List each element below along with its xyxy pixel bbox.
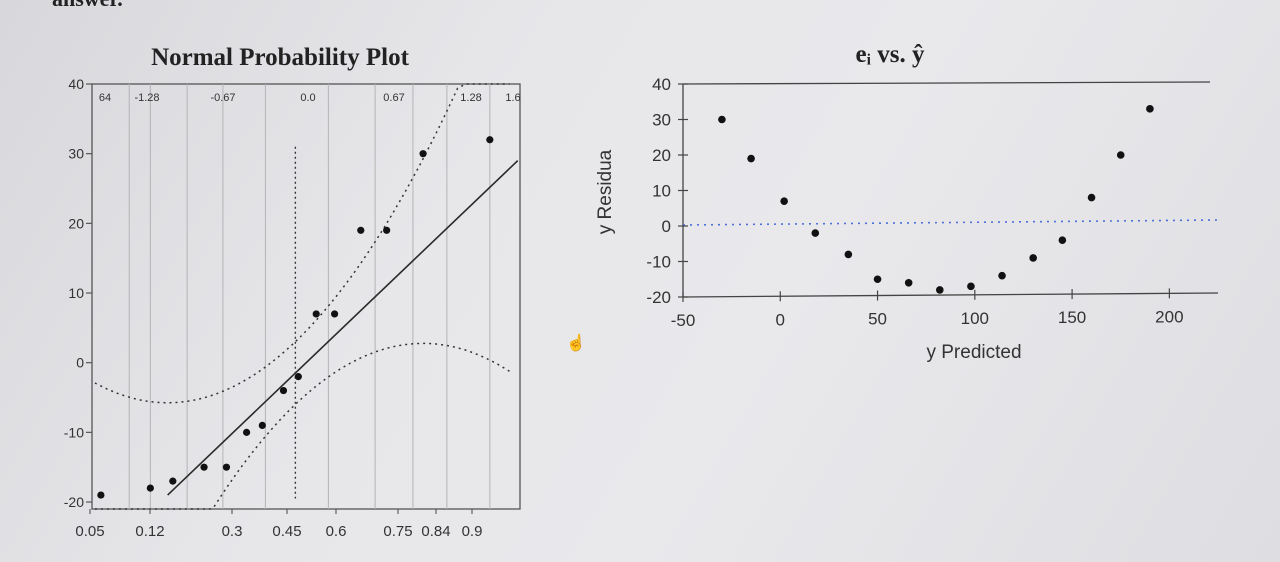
residual-data-point <box>873 275 882 284</box>
npp-top-quantile-labels: 64 -1.28 -0.67 0.0 0.67 1.28 1.6 <box>99 92 521 104</box>
npp-gridlines <box>128 84 491 509</box>
residual-axes <box>682 81 1219 298</box>
npp-x-tick-label: 0.84 <box>421 523 450 540</box>
residual-points <box>718 105 1154 294</box>
residual-x-tick-label: 50 <box>868 310 887 329</box>
residual-data-point <box>811 229 820 237</box>
npp-confidence-bands <box>94 83 510 510</box>
npp-y-tick-label: 30 <box>68 146 84 162</box>
npp-data-point <box>330 310 339 318</box>
residual-x-tick-label: 150 <box>1058 308 1086 327</box>
npp-x-tick-label: 0.12 <box>135 523 164 540</box>
residual-data-point <box>780 197 788 205</box>
residual-y-axis: 40 30 20 10 0 -10 -20 <box>646 75 688 307</box>
npp-data-point <box>312 310 320 318</box>
residual-top-border <box>682 81 1211 85</box>
residual-data-point <box>1116 151 1125 159</box>
residual-data-point <box>1146 105 1154 113</box>
residual-data-point <box>718 115 726 124</box>
npp-data-point <box>169 477 177 485</box>
page-fragment-text: answer. <box>52 0 123 12</box>
npp-x-tick-label: 0.3 <box>222 523 243 540</box>
residual-y-tick-label: 10 <box>652 182 671 201</box>
residual-y-tick-label: -20 <box>646 288 671 307</box>
residual-data-point <box>998 271 1006 280</box>
residual-y-tick-label: 20 <box>652 146 671 165</box>
residual-x-tick-label: 100 <box>961 309 989 328</box>
npp-data-point <box>258 421 266 429</box>
npp-data-point <box>383 226 391 234</box>
npp-data-point <box>357 226 365 234</box>
npp-x-tick-label: 0.6 <box>326 523 347 540</box>
npp-fit-line <box>167 160 519 496</box>
residual-data-point <box>1029 254 1037 262</box>
residual-x-axis: -50 0 50 100 150 200 <box>671 288 1184 330</box>
residual-y-axis-title: y Residua <box>595 149 616 234</box>
npp-x-tick-label: 0.75 <box>383 523 412 540</box>
npp-plot-frame <box>91 83 521 510</box>
residual-y-tick-label: 0 <box>662 217 671 236</box>
residual-bottom-axis <box>682 292 1219 298</box>
npp-lower-confidence-band <box>94 342 510 510</box>
residual-data-point <box>936 286 944 294</box>
npp-title: Normal Probability Plot <box>151 44 410 71</box>
npp-upper-confidence-band <box>94 83 510 404</box>
npp-data-point <box>419 150 427 158</box>
npp-y-axis: 40 30 20 10 0 -10 -20 <box>64 76 92 510</box>
npp-points <box>97 136 494 499</box>
residual-data-point <box>1087 193 1096 202</box>
npp-data-point <box>242 428 251 436</box>
residual-zero-line <box>682 219 1219 226</box>
residual-y-tick-label: 30 <box>652 111 671 130</box>
npp-x-axis: 0.05 0.12 0.3 0.45 0.6 0.75 0.84 0.9 <box>75 509 482 540</box>
npp-x-tick-label: 0.9 <box>462 523 483 540</box>
residual-x-tick-label: 0 <box>776 310 785 329</box>
npp-data-point <box>294 373 302 381</box>
npp-data-point <box>200 463 208 471</box>
npp-x-tick-label: 0.45 <box>272 523 301 540</box>
npp-top-label: 0.67 <box>383 92 404 104</box>
npp-data-point <box>486 136 494 144</box>
residual-x-axis-title: y Predicted <box>926 342 1021 363</box>
residual-x-tick-label: -50 <box>671 311 696 330</box>
npp-top-label: 0.0 <box>300 92 315 104</box>
npp-y-tick-label: 40 <box>68 76 84 92</box>
hand-cursor-icon: ☝ <box>566 333 586 352</box>
residual-x-tick-label: 200 <box>1155 307 1183 326</box>
residual-data-point <box>747 154 755 163</box>
npp-top-label: -1.28 <box>134 92 159 104</box>
residual-y-tick-label: 40 <box>652 75 671 94</box>
npp-top-label: 1.6 <box>505 92 520 104</box>
residual-data-point <box>1058 236 1067 244</box>
residual-title: eᵢ vs. ŷ <box>855 41 925 68</box>
npp-data-point <box>222 463 231 471</box>
normal-probability-plot: Normal Probability Plot 403020100-10-20 … <box>64 44 521 540</box>
npp-top-label: 1.28 <box>460 92 481 104</box>
npp-data-point <box>97 491 105 499</box>
npp-top-label: -0.67 <box>210 92 235 104</box>
residual-data-point <box>967 282 975 291</box>
npp-y-tick-label: 20 <box>68 215 84 231</box>
residual-y-tick-label: -10 <box>646 253 671 272</box>
npp-data-point <box>146 484 154 492</box>
residual-data-point <box>904 279 913 287</box>
npp-y-tick-label: 10 <box>68 285 84 301</box>
npp-y-tick-label: -20 <box>64 494 84 510</box>
npp-data-point <box>279 386 288 395</box>
npp-x-tick-label: 0.05 <box>75 523 104 540</box>
npp-top-label: 64 <box>99 92 111 104</box>
npp-y-tick-label: 0 <box>76 355 84 371</box>
residual-data-point <box>844 250 853 259</box>
npp-y-tick-label: -10 <box>64 424 84 440</box>
